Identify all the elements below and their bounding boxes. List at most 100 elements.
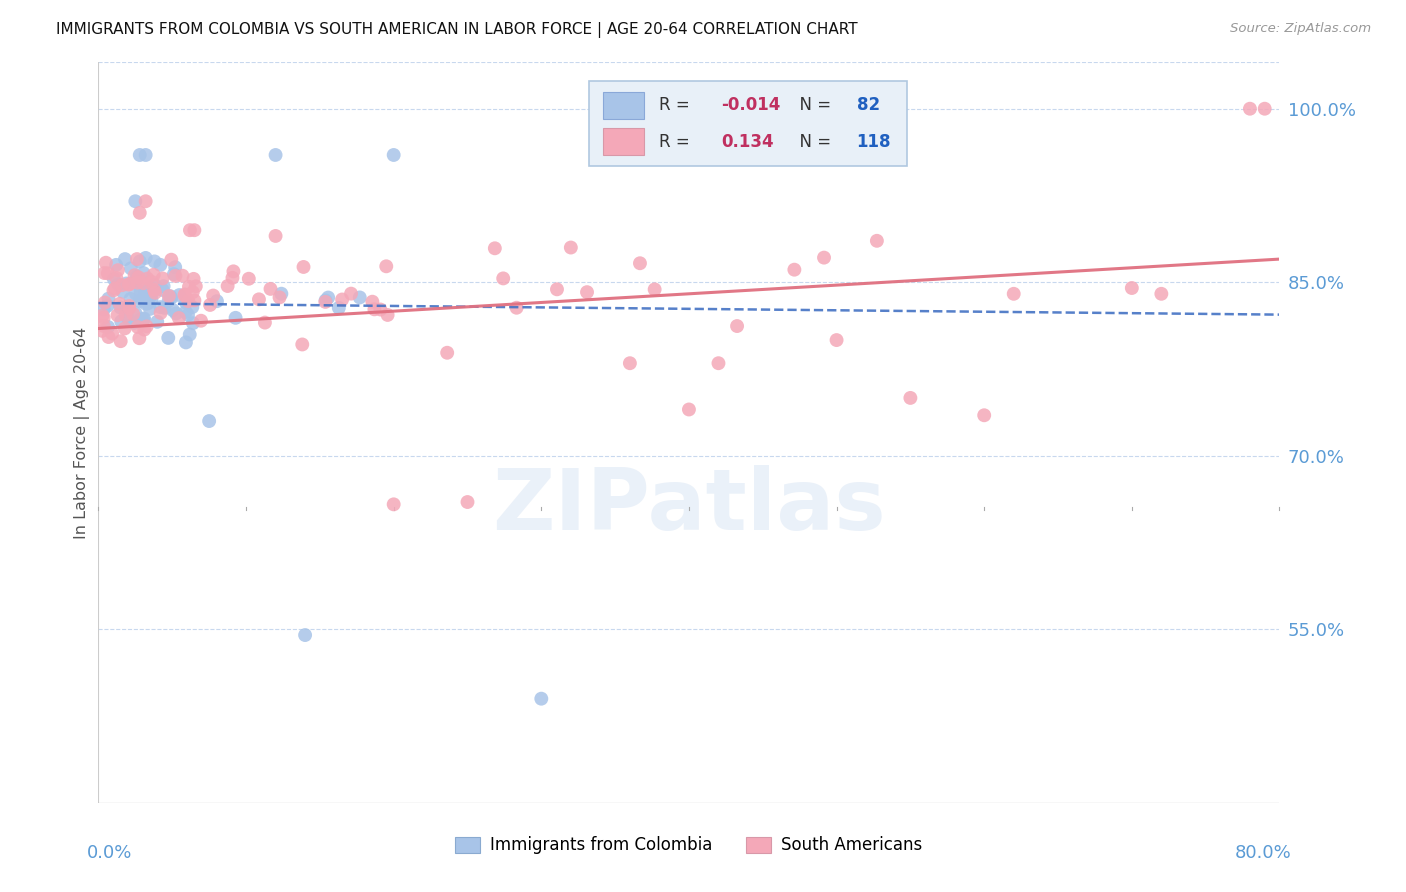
Point bbox=[382, 148, 405, 162]
Point bbox=[678, 402, 700, 417]
Point bbox=[157, 289, 180, 303]
Point bbox=[152, 279, 174, 293]
Point bbox=[253, 316, 276, 330]
Point bbox=[141, 275, 163, 289]
Point bbox=[132, 276, 155, 290]
Point bbox=[125, 252, 148, 266]
Point bbox=[222, 264, 245, 278]
Point bbox=[103, 284, 125, 298]
Point bbox=[136, 271, 159, 285]
Point bbox=[107, 277, 129, 292]
Point bbox=[484, 241, 506, 255]
Point bbox=[328, 301, 350, 315]
Point bbox=[129, 313, 152, 327]
Point bbox=[124, 268, 146, 283]
Point bbox=[783, 262, 806, 277]
Point bbox=[973, 409, 995, 423]
Point bbox=[152, 283, 174, 297]
Point bbox=[576, 285, 599, 300]
Text: 0.0%: 0.0% bbox=[87, 844, 132, 862]
Point bbox=[825, 333, 848, 347]
Point bbox=[349, 290, 371, 304]
Text: 0.134: 0.134 bbox=[721, 133, 773, 151]
Point bbox=[173, 287, 195, 301]
Point bbox=[198, 414, 221, 428]
Point bbox=[132, 311, 155, 326]
Point bbox=[165, 260, 187, 275]
Point bbox=[377, 308, 399, 322]
Point bbox=[146, 315, 169, 329]
Point bbox=[165, 306, 187, 320]
Point bbox=[132, 312, 155, 326]
Legend: Immigrants from Colombia, South Americans: Immigrants from Colombia, South American… bbox=[449, 830, 929, 861]
Point bbox=[129, 285, 152, 299]
Point bbox=[128, 148, 150, 162]
Point bbox=[135, 296, 157, 310]
Point bbox=[177, 308, 200, 322]
Point bbox=[128, 331, 150, 345]
Point bbox=[125, 269, 148, 284]
Point bbox=[340, 286, 363, 301]
Point bbox=[157, 293, 180, 308]
Point bbox=[135, 251, 157, 265]
Point bbox=[124, 194, 146, 209]
Point bbox=[114, 252, 136, 266]
Point bbox=[628, 256, 651, 270]
Point bbox=[134, 285, 156, 300]
FancyBboxPatch shape bbox=[589, 81, 907, 166]
Point bbox=[707, 356, 730, 370]
Point bbox=[120, 261, 142, 276]
Point bbox=[107, 263, 129, 277]
Text: ZIPatlas: ZIPatlas bbox=[492, 465, 886, 549]
Point bbox=[179, 327, 201, 342]
Point bbox=[118, 277, 141, 291]
Point bbox=[127, 276, 149, 290]
Point bbox=[110, 301, 132, 315]
Point bbox=[141, 293, 163, 307]
Text: -0.014: -0.014 bbox=[721, 96, 780, 114]
Point bbox=[136, 285, 159, 300]
Point bbox=[127, 270, 149, 285]
Point bbox=[382, 497, 405, 511]
Point bbox=[97, 292, 120, 306]
Point bbox=[177, 279, 200, 293]
Point bbox=[1002, 286, 1025, 301]
Point bbox=[97, 330, 120, 344]
Point bbox=[560, 240, 582, 254]
Point bbox=[813, 251, 835, 265]
Point bbox=[111, 285, 134, 299]
Point bbox=[117, 311, 139, 326]
Point bbox=[183, 293, 205, 308]
Y-axis label: In Labor Force | Age 20-64: In Labor Force | Age 20-64 bbox=[75, 326, 90, 539]
Point bbox=[457, 495, 479, 509]
Point bbox=[93, 302, 115, 317]
Point bbox=[363, 302, 385, 317]
Text: 118: 118 bbox=[856, 133, 891, 151]
Point bbox=[264, 148, 287, 162]
Point bbox=[530, 691, 553, 706]
Point bbox=[111, 278, 134, 293]
Point bbox=[247, 293, 270, 307]
Point bbox=[264, 229, 287, 244]
Point bbox=[143, 278, 166, 293]
Point bbox=[157, 331, 180, 345]
Point bbox=[118, 299, 141, 313]
Point bbox=[270, 286, 292, 301]
Point bbox=[181, 316, 204, 330]
Point bbox=[315, 293, 337, 308]
Text: 80.0%: 80.0% bbox=[1234, 844, 1291, 862]
Text: R =: R = bbox=[659, 96, 696, 114]
Point bbox=[135, 148, 157, 162]
Point bbox=[114, 321, 136, 335]
Point bbox=[225, 310, 247, 325]
Point bbox=[174, 305, 197, 319]
Point bbox=[202, 288, 225, 302]
Point bbox=[105, 271, 128, 285]
Point bbox=[135, 194, 157, 209]
Point bbox=[122, 316, 145, 330]
Point bbox=[183, 223, 205, 237]
Point bbox=[110, 314, 132, 328]
Point bbox=[104, 281, 127, 295]
Point bbox=[117, 277, 139, 292]
Point bbox=[546, 282, 568, 296]
